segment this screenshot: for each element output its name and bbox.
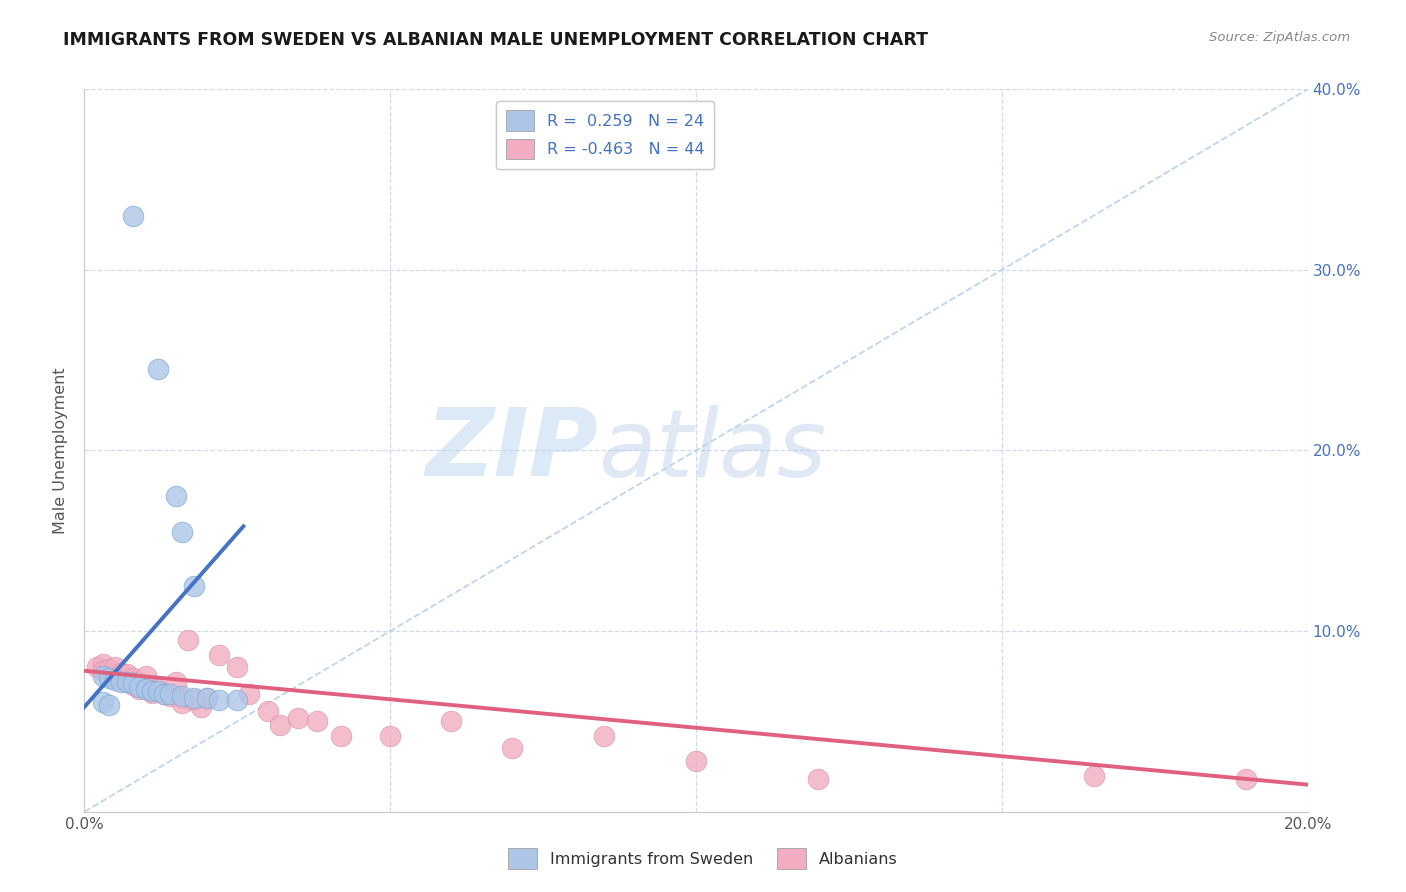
Point [177, 633, 200, 648]
Point [165, 489, 187, 503]
Point [380, 729, 402, 743]
Point [807, 772, 830, 787]
Point [91, 694, 114, 708]
Point [97, 671, 120, 685]
Text: ZIP: ZIP [425, 404, 598, 497]
Point [159, 687, 181, 701]
Point [190, 700, 212, 714]
Point [195, 690, 218, 705]
Point [153, 687, 176, 701]
Point [146, 681, 169, 696]
Point [330, 729, 353, 743]
Point [141, 683, 163, 698]
Point [110, 673, 132, 687]
Point [238, 687, 260, 701]
Point [135, 681, 157, 696]
Point [128, 681, 150, 696]
Point [208, 692, 231, 706]
Point [122, 671, 145, 685]
Point [593, 729, 616, 743]
Point [172, 689, 194, 703]
Text: Source: ZipAtlas.com: Source: ZipAtlas.com [1209, 31, 1350, 45]
Point [183, 579, 205, 593]
Point [287, 711, 309, 725]
Legend: Immigrants from Sweden, Albanians: Immigrants from Sweden, Albanians [502, 842, 904, 875]
Point [172, 524, 194, 539]
Point [110, 674, 132, 689]
Point [195, 690, 218, 705]
Point [1236, 772, 1258, 787]
Point [146, 362, 169, 376]
Point [183, 692, 205, 706]
Point [86, 660, 108, 674]
Point [165, 674, 187, 689]
Point [122, 678, 145, 692]
Point [183, 690, 205, 705]
Point [115, 674, 138, 689]
Point [91, 664, 114, 678]
Text: atlas: atlas [598, 405, 827, 496]
Point [685, 754, 707, 768]
Point [226, 660, 249, 674]
Point [104, 660, 127, 674]
Point [257, 704, 280, 718]
Point [97, 669, 120, 683]
Point [502, 741, 524, 756]
Point [122, 209, 145, 223]
Text: IMMIGRANTS FROM SWEDEN VS ALBANIAN MALE UNEMPLOYMENT CORRELATION CHART: IMMIGRANTS FROM SWEDEN VS ALBANIAN MALE … [63, 31, 928, 49]
Point [1083, 769, 1105, 783]
Point [91, 669, 114, 683]
Y-axis label: Male Unemployment: Male Unemployment [53, 368, 69, 533]
Point [146, 683, 169, 698]
Point [115, 667, 138, 681]
Point [115, 674, 138, 689]
Point [226, 692, 249, 706]
Point [135, 669, 157, 683]
Point [104, 671, 127, 685]
Point [440, 714, 463, 729]
Point [269, 718, 291, 732]
Point [159, 689, 181, 703]
Point [110, 665, 132, 680]
Point [122, 676, 145, 690]
Point [135, 680, 157, 694]
Point [172, 690, 194, 705]
Point [305, 714, 328, 729]
Point [104, 673, 127, 687]
Point [91, 657, 114, 671]
Point [141, 685, 163, 699]
Point [172, 697, 194, 711]
Point [97, 698, 120, 713]
Point [128, 674, 150, 689]
Point [153, 687, 176, 701]
Point [128, 680, 150, 694]
Point [97, 662, 120, 676]
Legend: R =  0.259   N = 24, R = -0.463   N = 44: R = 0.259 N = 24, R = -0.463 N = 44 [496, 101, 714, 169]
Point [208, 648, 231, 662]
